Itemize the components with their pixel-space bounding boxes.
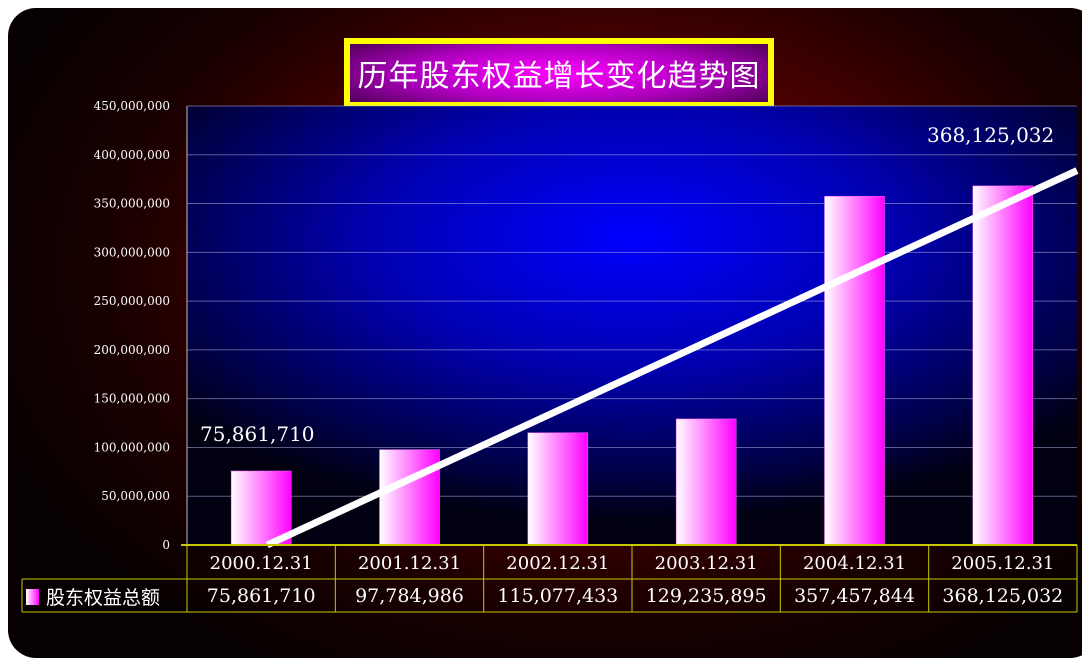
trend-line xyxy=(265,167,1079,549)
bar xyxy=(972,185,1034,546)
bar xyxy=(675,418,737,546)
y-tick-label: 400,000,000 xyxy=(94,148,170,162)
y-tick-label: 450,000,000 xyxy=(94,99,170,113)
x-tick-label: 2001.12.31 xyxy=(358,553,461,574)
x-tick-label: 2005.12.31 xyxy=(951,553,1054,574)
y-tick-label: 300,000,000 xyxy=(94,245,170,259)
table-value: 115,077,433 xyxy=(497,585,618,607)
chart-title: 历年股东权益增长变化趋势图 xyxy=(357,59,761,94)
chart-svg: 0 50,000,000 100,000,000 150,000,000 200,000… xyxy=(21,99,1079,613)
table-value: 75,861,710 xyxy=(207,585,316,607)
chart-title-box: 历年股东权益增长变化趋势图 xyxy=(344,38,774,108)
legend-series-name: 股东权益总额 xyxy=(46,587,160,609)
y-tick-label: 150,000,000 xyxy=(94,392,170,406)
legend-swatch xyxy=(26,589,39,605)
table-value: 357,457,844 xyxy=(794,585,915,607)
y-tick-label: 100,000,000 xyxy=(94,440,170,454)
data-label-first: 75,861,710 xyxy=(200,422,315,446)
x-tick-label: 2002.12.31 xyxy=(506,553,609,574)
x-tick-label: 2003.12.31 xyxy=(655,553,758,574)
x-tick-label: 2000.12.31 xyxy=(210,553,313,574)
data-label-last: 368,125,032 xyxy=(927,123,1054,147)
x-tick-label: 2004.12.31 xyxy=(803,553,906,574)
table-value: 368,125,032 xyxy=(942,585,1063,607)
bar xyxy=(527,432,589,546)
y-tick-label: 350,000,000 xyxy=(94,197,170,211)
table-value: 129,235,895 xyxy=(646,585,767,607)
bars xyxy=(230,185,1034,546)
bar xyxy=(230,470,292,546)
y-tick-label: 50,000,000 xyxy=(101,489,170,503)
y-tick-label: 0 xyxy=(162,538,170,552)
y-tick-label: 250,000,000 xyxy=(94,294,170,308)
bar xyxy=(379,449,440,546)
y-tick-label: 200,000,000 xyxy=(94,343,170,357)
bar xyxy=(824,196,885,546)
gridlines xyxy=(186,105,1077,545)
y-axis-ticks: 0 50,000,000 100,000,000 150,000,000 200,000… xyxy=(94,99,170,552)
table-value: 97,784,986 xyxy=(355,585,464,607)
plot-area xyxy=(187,106,1077,545)
data-table: 2000.12.31 75,861,710 2001.12.31 97,784,986… xyxy=(21,544,1078,613)
